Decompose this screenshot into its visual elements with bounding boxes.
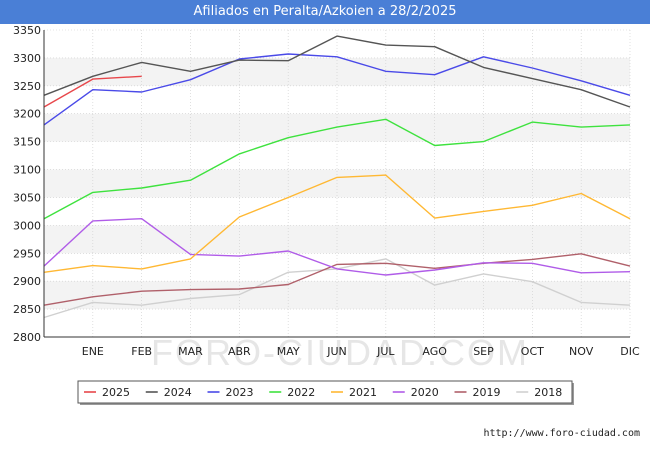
x-tick-label: MAR <box>178 345 203 358</box>
series-line-2021 <box>43 174 631 273</box>
footer-url: http://www.foro-ciudad.com <box>483 428 640 439</box>
x-tick-label: ABR <box>228 345 251 358</box>
y-tick-label: 3250 <box>13 80 41 93</box>
y-tick-label: 2900 <box>13 275 41 288</box>
series-line-2020 <box>43 217 631 276</box>
x-tick-label: ENE <box>82 345 104 358</box>
y-tick-label: 2800 <box>13 331 41 344</box>
axes: 2800 2850 2900 2950 3000 3050 3100 3150 3200 3250… <box>13 24 640 358</box>
x-tick-label: NOV <box>569 345 594 358</box>
legend-label-2021: 2021 <box>349 386 377 399</box>
y-tick-label: 3350 <box>13 24 41 37</box>
legend-label-2024: 2024 <box>164 386 192 399</box>
grid-lines <box>44 29 631 338</box>
x-tick-label: FEB <box>131 345 152 358</box>
y-tick-label: 3100 <box>13 164 41 177</box>
series-line-2022 <box>43 118 631 220</box>
legend-label-2022: 2022 <box>287 386 315 399</box>
series-line-2023 <box>43 53 631 126</box>
watermark: FORO-CIUDAD.COM <box>151 332 529 373</box>
y-tick-label: 3200 <box>13 108 41 121</box>
series-line-2025 <box>43 75 142 108</box>
y-tick-label: 2850 <box>13 303 41 316</box>
x-tick-label: JUL <box>376 345 395 358</box>
y-tick-label: 3050 <box>13 191 41 204</box>
x-tick-label: MAY <box>277 345 300 358</box>
legend-label-2019: 2019 <box>473 386 501 399</box>
y-tick-label: 2950 <box>13 247 41 260</box>
series-lines <box>43 35 631 319</box>
plot-band <box>44 225 630 254</box>
x-tick-label: JUN <box>326 345 347 358</box>
y-tick-label: 3150 <box>13 136 41 149</box>
x-tick-label: OCT <box>521 345 544 358</box>
chart-title: Afiliados en Peralta/Azkoien a 28/2/2025 <box>0 0 650 24</box>
legend-label-2023: 2023 <box>226 386 254 399</box>
legend-label-2020: 2020 <box>411 386 439 399</box>
series-line-2019 <box>43 253 631 306</box>
y-tick-label: 3300 <box>13 52 41 65</box>
x-tick-label: SEP <box>473 345 494 358</box>
legend-box <box>77 380 573 404</box>
legend: 2025 2024 2023 2022 2021 2020 2019 2018 <box>77 380 574 405</box>
line-chart: FORO-CIUDAD.COM 2800 2850 2900 2950 3000 3050… <box>13 24 640 405</box>
x-tick-label: DIC <box>620 345 640 358</box>
series-line-2024 <box>43 35 631 108</box>
x-tick-label: AGO <box>422 345 447 358</box>
y-tick-label: 3000 <box>13 219 41 232</box>
legend-label-2018: 2018 <box>534 386 562 399</box>
legend-label-2025: 2025 <box>102 386 130 399</box>
